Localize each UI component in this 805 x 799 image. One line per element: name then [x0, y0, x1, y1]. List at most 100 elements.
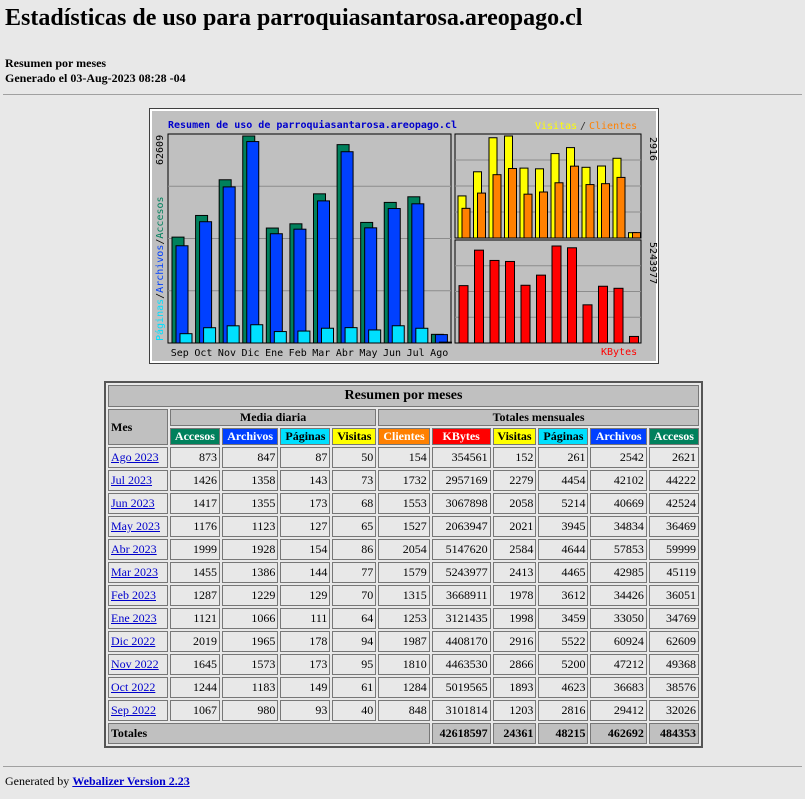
table-row: Ago 2023 873 847 87 50 154 354561 152 261 2542 262…: [108, 447, 699, 468]
month-tick: May: [359, 348, 377, 359]
month-link[interactable]: Nov 2022: [111, 657, 159, 671]
value-cell: 40: [332, 700, 377, 721]
value-cell: 4644: [538, 539, 589, 560]
value-cell: 1999: [169, 539, 220, 560]
month-link[interactable]: Jul 2023: [111, 473, 153, 487]
value-cell: 1553: [378, 493, 430, 514]
bar-paginas: [391, 325, 405, 344]
value-cell: 2279: [492, 470, 537, 491]
value-cell: 261: [538, 447, 589, 468]
value-cell: 3121435: [431, 608, 491, 629]
bar-paginas: [321, 327, 334, 344]
month-tick: Mar: [312, 348, 330, 359]
month-link[interactable]: Mar 2023: [111, 565, 158, 579]
value-cell: 57853: [590, 539, 647, 560]
bar-archivos: [364, 227, 378, 344]
value-cell: 1455: [169, 562, 220, 583]
bar-clientes: [539, 191, 548, 239]
bar-kbytes: [458, 285, 469, 344]
bar-archivos: [222, 186, 236, 344]
table-row: Mar 2023 1455 1386 144 77 1579 5243977 2413 4465…: [108, 562, 699, 583]
month-cell: Abr 2023: [108, 539, 168, 560]
webalizer-link[interactable]: Webalizer Version 2.23: [72, 774, 190, 788]
month-link[interactable]: Sep 2022: [111, 703, 156, 717]
value-cell: 93: [280, 700, 331, 721]
legend-sep: /: [580, 121, 586, 132]
value-cell: 2019: [169, 631, 220, 652]
value-cell: 44222: [648, 470, 699, 491]
month-cell: Jun 2023: [108, 493, 168, 514]
value-cell: 34769: [648, 608, 699, 629]
value-cell: 5214: [538, 493, 589, 514]
value-cell: 73: [332, 470, 377, 491]
value-cell: 4623: [538, 677, 589, 698]
month-link[interactable]: Jun 2023: [111, 496, 155, 510]
value-cell: 1527: [378, 516, 430, 537]
value-cell: 111: [280, 608, 331, 629]
table-row: Jul 2023 1426 1358 143 73 1732 2957169 2279 4454…: [108, 470, 699, 491]
value-cell: 34426: [590, 585, 647, 606]
value-cell: 1203: [492, 700, 537, 721]
value-cell: 1579: [378, 562, 430, 583]
month-tick: Nov: [218, 348, 236, 359]
bar-clientes: [616, 176, 626, 239]
value-cell: 1417: [169, 493, 220, 514]
value-cell: 86: [332, 539, 377, 560]
value-cell: 5019565: [431, 677, 491, 698]
summary-table: Resumen por meses Mes Media diaria Total…: [104, 381, 703, 748]
bar-clientes: [477, 192, 486, 239]
monthly-col-2: Visitas: [492, 428, 537, 445]
left-axis-label: Páginas/Archivos/Accesos: [154, 196, 166, 341]
value-cell: 847: [221, 447, 279, 468]
month-cell: Jul 2023: [108, 470, 168, 491]
value-cell: 848: [378, 700, 430, 721]
bar-kbytes: [520, 284, 531, 344]
value-cell: 2054: [378, 539, 430, 560]
bar-paginas: [297, 330, 311, 344]
value-cell: 1244: [169, 677, 220, 698]
monthly-col-0: Clientes: [378, 428, 430, 445]
totals-label: Totales: [108, 723, 430, 744]
value-cell: 38576: [648, 677, 699, 698]
value-cell: 873: [169, 447, 220, 468]
value-cell: 127: [280, 516, 331, 537]
month-link[interactable]: Abr 2023: [111, 542, 157, 556]
value-cell: 1067: [169, 700, 220, 721]
month-link[interactable]: Ago 2023: [111, 450, 159, 464]
value-cell: 5243977: [431, 562, 491, 583]
table-row: Oct 2022 1244 1183 149 61 1284 5019565 1893 4623…: [108, 677, 699, 698]
page-title: Estadísticas de uso para parroquiasantar…: [5, 5, 583, 31]
value-cell: 4463530: [431, 654, 491, 675]
value-cell: 1645: [169, 654, 220, 675]
generated-date: Generado el 03-Aug-2023 08:28 -04: [5, 71, 186, 85]
bar-clientes: [523, 193, 533, 239]
month-link[interactable]: Ene 2023: [111, 611, 157, 625]
value-cell: 154: [378, 447, 430, 468]
value-cell: 1965: [221, 631, 279, 652]
bar-archivos: [269, 233, 283, 344]
bar-kbytes: [629, 335, 639, 344]
bar-paginas: [203, 327, 217, 344]
value-cell: 2542: [590, 447, 647, 468]
bar-paginas: [415, 327, 429, 344]
month-link[interactable]: May 2023: [111, 519, 160, 533]
value-cell: 42102: [590, 470, 647, 491]
month-link[interactable]: Feb 2023: [111, 588, 156, 602]
value-cell: 3101814: [431, 700, 491, 721]
value-cell: 1998: [492, 608, 537, 629]
value-cell: 354561: [431, 447, 491, 468]
bar-paginas: [273, 331, 287, 344]
value-cell: 5522: [538, 631, 589, 652]
value-cell: 1176: [169, 516, 220, 537]
bar-paginas: [438, 341, 452, 344]
bar-kbytes: [474, 249, 484, 344]
month-link[interactable]: Oct 2022: [111, 680, 156, 694]
value-cell: 1355: [221, 493, 279, 514]
value-cell: 1287: [169, 585, 220, 606]
bar-kbytes: [551, 245, 562, 344]
month-link[interactable]: Dic 2022: [111, 634, 156, 648]
daily-col-0: Accesos: [169, 428, 220, 445]
value-cell: 3612: [538, 585, 589, 606]
bar-clientes: [508, 167, 517, 239]
media-diaria-header: Media diaria: [169, 409, 377, 426]
